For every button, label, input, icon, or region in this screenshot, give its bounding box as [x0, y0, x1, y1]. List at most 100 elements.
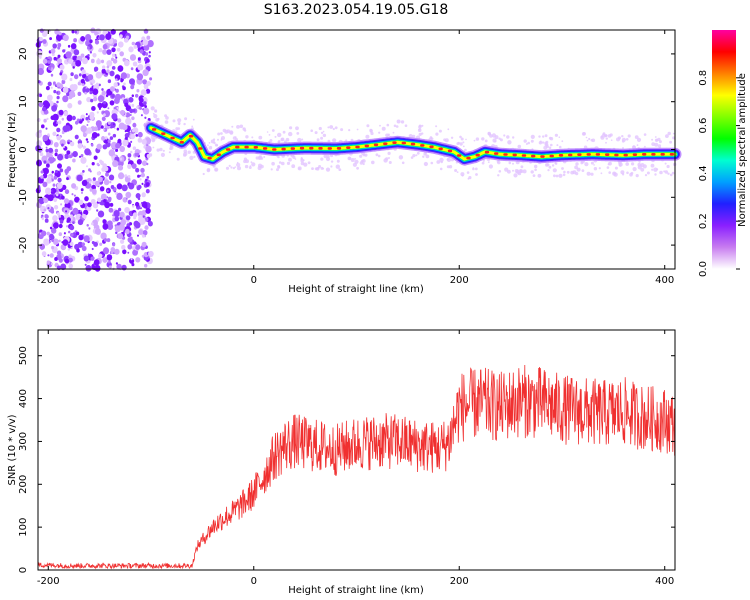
ridge-halo-dot	[544, 134, 548, 138]
ridge-peak-mark	[216, 153, 221, 157]
ridge-halo-dot	[210, 139, 215, 144]
ridge-peak-mark	[207, 156, 212, 160]
noise-dot	[45, 214, 49, 219]
noise-dot	[47, 94, 53, 102]
noise-dot	[39, 37, 43, 42]
ridge-halo-dot	[497, 174, 500, 177]
ridge-halo-dot	[465, 138, 467, 141]
noise-dot	[51, 170, 54, 174]
noise-dot	[113, 39, 118, 44]
ridge-peak-mark	[512, 153, 517, 157]
noise-dot	[128, 97, 134, 103]
ridge-peak-mark	[299, 146, 305, 150]
ridge-halo-dot	[436, 160, 441, 164]
ridge-halo-dot	[276, 168, 279, 172]
noise-dot	[115, 78, 118, 82]
noise-dot	[125, 197, 128, 200]
ridge-halo-dot	[650, 163, 655, 168]
noise-dot	[42, 39, 47, 44]
y-tick-label: 0	[18, 146, 29, 152]
noise-dot	[48, 66, 52, 71]
ridge-halo-dot	[466, 171, 470, 174]
ridge-halo-dot	[175, 127, 179, 131]
ridge-halo-dot	[517, 144, 522, 149]
noise-dot	[148, 54, 151, 58]
ridge-halo-dot	[576, 167, 581, 172]
ridge-halo-dot	[350, 138, 354, 142]
ridge-halo-dot	[295, 126, 299, 131]
noise-dot	[126, 35, 130, 40]
noise-dot	[40, 175, 44, 179]
ridge-halo-dot	[176, 157, 180, 161]
ridge-halo-dot	[164, 120, 169, 124]
noise-dot	[103, 199, 107, 203]
noise-dot	[56, 82, 61, 87]
ridge-peak-mark	[373, 143, 379, 147]
noise-dot	[106, 49, 112, 55]
noise-dot	[135, 134, 139, 137]
noise-dot	[107, 79, 112, 84]
noise-dot	[103, 179, 110, 186]
ridge-halo-dot	[177, 127, 181, 130]
ridge-halo-dot	[446, 157, 452, 162]
noise-dot	[86, 140, 89, 144]
noise-dot	[38, 197, 45, 205]
ridge-halo-dot	[539, 140, 542, 143]
ridge-halo-dot	[172, 119, 176, 123]
noise-dot	[56, 193, 59, 197]
colorbar-gradient	[712, 30, 736, 269]
noise-dot	[85, 138, 89, 141]
noise-dot	[100, 193, 107, 201]
noise-dot	[80, 156, 87, 164]
noise-dot	[122, 86, 126, 91]
ridge-halo-dot	[379, 124, 381, 127]
noise-dot	[43, 238, 50, 246]
noise-dot	[71, 183, 77, 189]
noise-dot	[61, 79, 66, 85]
noise-dot	[56, 250, 62, 256]
ridge-halo-dot	[547, 169, 550, 172]
ridge-halo-dot	[550, 143, 553, 147]
ridge-halo-dot	[330, 165, 333, 168]
ridge-peak-mark	[188, 134, 194, 138]
ridge-halo-dot	[156, 148, 160, 152]
x-tick-label: -200	[37, 275, 60, 286]
ridge-halo-dot	[320, 131, 324, 135]
ridge-peak-mark	[484, 150, 490, 154]
noise-dot	[130, 133, 136, 140]
noise-dot	[79, 155, 81, 158]
ridge-halo-dot	[494, 140, 497, 143]
noise-dot	[72, 207, 79, 215]
noise-dot	[91, 222, 94, 226]
noise-dot	[64, 125, 71, 132]
noise-dot	[86, 165, 88, 168]
noise-dot	[138, 229, 144, 235]
noise-dot	[92, 53, 97, 58]
noise-dot	[137, 57, 141, 61]
noise-dot	[56, 182, 63, 189]
ridge-halo-dot	[332, 127, 335, 131]
y-tick-label: 400	[18, 389, 29, 408]
noise-dot	[125, 228, 130, 235]
noise-dot	[51, 262, 54, 266]
ridge-halo-dot	[404, 124, 408, 127]
ridge-halo-dot	[396, 119, 401, 124]
ridge-halo-dot	[415, 154, 418, 157]
ridge-halo-dot	[401, 161, 405, 165]
noise-dot	[112, 243, 116, 247]
ridge-halo-dot	[605, 137, 608, 140]
noise-dot	[122, 249, 127, 255]
noise-dot	[70, 43, 77, 50]
noise-dot	[41, 217, 44, 221]
ridge-halo-dot	[663, 170, 666, 173]
ridge-halo-dot	[541, 141, 545, 144]
snr-x-label: Height of straight line (km)	[288, 585, 424, 596]
noise-dot	[96, 111, 99, 114]
noise-dot	[103, 113, 106, 117]
ridge-halo-dot	[622, 173, 625, 176]
noise-dot	[98, 83, 101, 87]
noise-dot	[109, 100, 115, 106]
noise-dot	[139, 49, 144, 54]
ridge-halo-dot	[507, 140, 512, 145]
